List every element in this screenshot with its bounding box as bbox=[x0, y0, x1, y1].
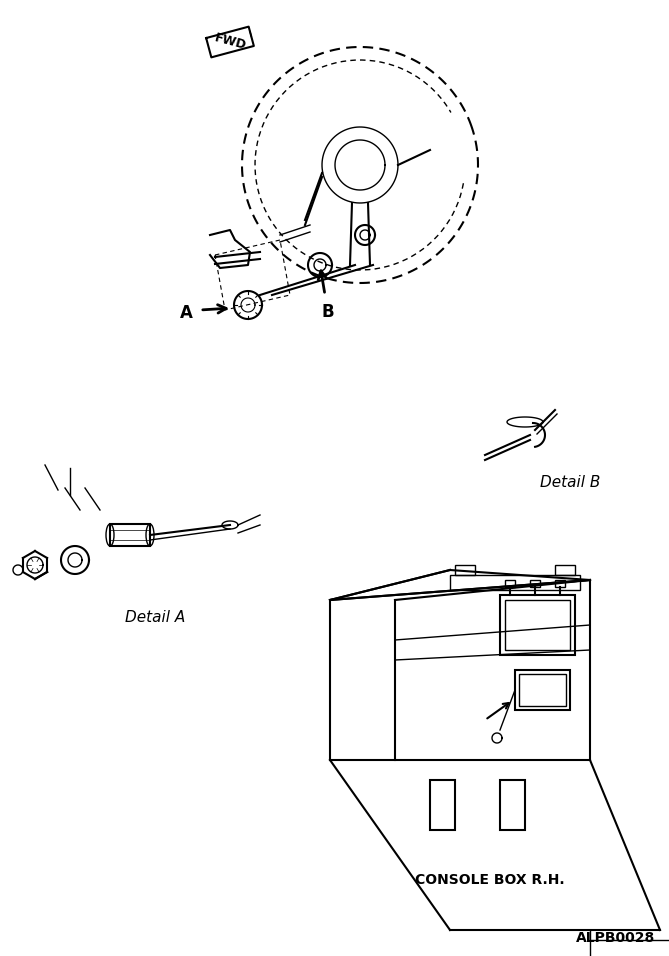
Text: B: B bbox=[322, 303, 334, 321]
Bar bbox=[500, 780, 525, 830]
Text: A: A bbox=[180, 304, 193, 322]
Text: Detail B: Detail B bbox=[540, 475, 600, 490]
Text: ALPB0028: ALPB0028 bbox=[576, 931, 655, 945]
Bar bbox=[505, 580, 515, 587]
Bar bbox=[455, 565, 475, 575]
Bar bbox=[515, 670, 570, 710]
Bar bbox=[555, 565, 575, 575]
Bar bbox=[110, 524, 150, 546]
Text: FWD: FWD bbox=[213, 32, 248, 53]
Bar bbox=[450, 575, 580, 590]
Text: CONSOLE BOX R.H.: CONSOLE BOX R.H. bbox=[415, 873, 565, 887]
Bar bbox=[505, 600, 570, 650]
Bar bbox=[500, 595, 575, 655]
Bar bbox=[530, 580, 540, 587]
Text: Detail A: Detail A bbox=[125, 610, 185, 625]
Bar bbox=[555, 580, 565, 587]
Bar bbox=[430, 780, 455, 830]
Bar bbox=[519, 674, 566, 706]
